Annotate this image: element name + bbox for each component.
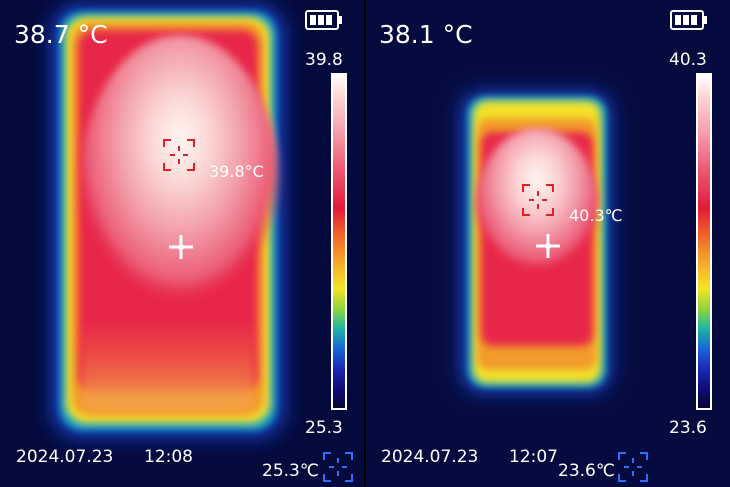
hot-spot-temperature: 39.8°C	[209, 162, 264, 181]
hot-spot-temperature: 40.3℃	[569, 206, 623, 225]
color-scale-min-label: 23.6	[669, 418, 707, 438]
capture-date: 2024.07.23	[381, 447, 479, 467]
color-scale-max-label: 39.8	[305, 50, 343, 70]
capture-date: 2024.07.23	[16, 447, 114, 467]
cold-spot-marker-icon	[323, 452, 353, 482]
color-scale-min-label: 25.3	[305, 418, 343, 438]
capture-time: 12:07	[509, 447, 558, 467]
hot-spot-marker-icon	[522, 184, 554, 216]
thermal-panel-left: 38.7 °C 39.8 25.3 39.8°C 2024.07.23 12:0…	[0, 0, 365, 487]
color-scale-max-label: 40.3	[669, 50, 707, 70]
thermal-panel-right: 38.1 °C 40.3 23.6 40.3℃ 2024.07.23 12:07…	[365, 0, 730, 487]
center-temperature-readout: 38.7 °C	[14, 20, 108, 49]
thermal-image-right	[461, 92, 611, 392]
battery-icon	[670, 10, 707, 30]
capture-time: 12:08	[144, 447, 193, 467]
center-temperature-readout: 38.1 °C	[379, 20, 473, 49]
panel-divider	[364, 0, 366, 487]
min-temperature-readout: 25.3℃	[262, 461, 319, 481]
min-temperature-readout: 23.6℃	[558, 461, 615, 481]
thermal-image-left	[52, 5, 284, 437]
center-crosshair-icon	[536, 234, 560, 258]
color-scale-bar	[331, 73, 347, 410]
center-crosshair-icon	[169, 235, 193, 259]
battery-icon	[305, 10, 342, 30]
color-scale-bar	[696, 73, 712, 410]
hot-spot-marker-icon	[163, 139, 195, 171]
cold-spot-marker-icon	[618, 452, 648, 482]
